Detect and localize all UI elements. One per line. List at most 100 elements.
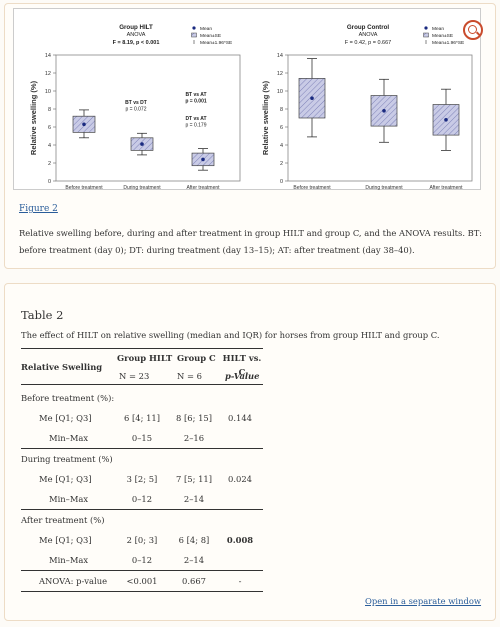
cell-c: 6 [4; 8]	[178, 535, 210, 545]
row-label: Me [Q1; Q3]	[39, 535, 92, 545]
annotation-label: DT vs AT	[185, 116, 206, 122]
y-tick-label: 14	[45, 53, 51, 59]
section-label: After treatment (%)	[21, 515, 105, 525]
figure-link[interactable]: Figure 2	[19, 204, 58, 214]
se-box	[432, 104, 460, 136]
table-row: Before treatment (%):	[21, 389, 263, 409]
header-group-hilt: Group HILT	[117, 353, 173, 363]
chart-title: Group HILT	[119, 24, 153, 31]
legend-label: Mean	[200, 26, 212, 32]
table-row: During treatment (%)	[21, 450, 263, 470]
figure-charts: 0 2 4 6 8 10 12 14 Relative swelling (%) Group HI…	[29, 24, 473, 191]
annotation-label: BT vs DT	[125, 100, 147, 106]
table-row: Me [Q1; Q3] 3 [2; 5] 7 [5; 11] 0.024	[21, 470, 263, 490]
table-title: Table 2	[21, 308, 64, 322]
cell-p: 0.024	[228, 474, 252, 484]
figure-card: 0 2 4 6 8 10 12 14 Relative swelling (%) Group HI…	[4, 3, 496, 269]
header-group-hilt-n: N = 23	[119, 371, 150, 381]
mean-point	[140, 142, 144, 146]
cell-c: 2–14	[183, 494, 205, 504]
row-label: Me [Q1; Q3]	[39, 413, 92, 423]
cell-c: 2–14	[183, 555, 205, 565]
legend-label: Mean±SE	[432, 33, 453, 39]
legend-label: Mean±1.96*SE	[200, 40, 232, 46]
mean-point	[201, 157, 205, 162]
y-axis-label: Relative swelling (%)	[261, 80, 270, 155]
cell-p: 0.008	[226, 535, 254, 545]
header-group-c: Group C	[177, 353, 216, 363]
y-tick-label: 0	[280, 179, 283, 185]
y-tick-label: 4	[48, 143, 51, 149]
mean-point	[382, 109, 386, 113]
chart-subtitle: ANOVA	[359, 32, 378, 38]
header-relative-swelling: Relative Swelling	[21, 362, 103, 372]
row-label: Min–Max	[49, 494, 89, 504]
y-tick-label: 6	[280, 125, 283, 131]
annotation-value: p = 0.179	[186, 123, 207, 129]
figure-image[interactable]: 0 2 4 6 8 10 12 14 Relative swelling (%) Group HI…	[13, 8, 481, 191]
section-label: Before treatment (%):	[21, 393, 115, 403]
legend-box-marker	[423, 32, 429, 38]
header-hilt-vs-c: HILT vs. C	[222, 353, 262, 377]
legend-box-marker	[191, 32, 197, 38]
y-tick-label: 14	[277, 53, 283, 59]
table-card: Table 2 The effect of HILT on relative s…	[4, 283, 496, 621]
y-tick-label: 10	[277, 89, 283, 95]
y-tick-label: 2	[280, 161, 283, 167]
y-tick-label: 12	[45, 71, 51, 77]
x-tick-label: Before treatment	[65, 185, 103, 191]
header-p-value: p-Value	[225, 371, 260, 381]
annotation-value: p = 0.072	[126, 107, 147, 113]
table-row: Min–Max 0–12 2–14	[21, 551, 263, 571]
plot-frame	[55, 54, 241, 182]
cell-c: 8 [6; 15]	[176, 413, 212, 423]
y-tick-label: 10	[45, 89, 51, 95]
y-axis-label: Relative swelling (%)	[29, 80, 38, 155]
x-tick-label: During treatment	[123, 185, 161, 191]
y-tick-label: 4	[280, 143, 283, 149]
cell-hilt: <0.001	[126, 576, 158, 586]
y-tick-label: 6	[48, 125, 51, 131]
cell-p: -	[238, 576, 242, 586]
legend-mean-marker	[192, 26, 196, 30]
zoom-in-icon[interactable]	[463, 20, 483, 40]
open-separate-window-link[interactable]: Open in a separate window	[365, 596, 482, 606]
cell-hilt: 0–12	[131, 555, 153, 565]
row-label: ANOVA: p-value	[39, 576, 108, 586]
header-group-c-n: N = 6	[177, 371, 202, 381]
legend-mean-marker	[424, 26, 428, 30]
plot-frame	[287, 54, 473, 182]
annotation-value: p = 0.001	[185, 99, 206, 105]
figure-caption: Relative swelling before, during and aft…	[19, 228, 482, 255]
cell-p: 0.144	[228, 413, 252, 423]
section-label: During treatment (%)	[21, 454, 113, 464]
table-row: Min–Max 0–12 2–14	[21, 490, 263, 510]
cell-hilt: 2 [0; 3]	[126, 535, 158, 545]
cell-hilt: 0–12	[131, 494, 153, 504]
mean-point	[310, 96, 314, 100]
cell-hilt: 6 [4; 11]	[124, 413, 160, 423]
row-label: Min–Max	[49, 433, 89, 443]
mean-point	[444, 118, 448, 122]
x-tick-label: During treatment	[365, 185, 403, 191]
row-label: Min–Max	[49, 555, 89, 565]
cell-hilt: 0–15	[131, 433, 153, 443]
table-header: Relative Swelling Group HILT N = 23 Grou…	[21, 348, 263, 385]
cell-c: 0.667	[182, 576, 206, 586]
chart-subtitle: ANOVA	[127, 32, 146, 38]
x-tick-label: After treatment	[186, 185, 220, 191]
table-row: ANOVA: p-value <0.001 0.667 -	[21, 572, 263, 592]
table-row: After treatment (%)	[21, 511, 263, 531]
chart-subtitle: F = 0.42, p = 0.667	[345, 40, 391, 46]
cell-c: 7 [5; 11]	[176, 474, 212, 484]
table-row: Min–Max 0–15 2–16	[21, 429, 263, 449]
annotation-label: BT vs AT	[185, 92, 206, 98]
y-tick-label: 8	[48, 107, 51, 113]
cell-c: 2–16	[183, 433, 205, 443]
table-row: Me [Q1; Q3] 6 [4; 11] 8 [6; 15] 0.144	[21, 409, 263, 429]
chart-subtitle: F = 8.19, p < 0.001	[113, 40, 160, 46]
y-tick-label: 2	[48, 161, 51, 167]
cell-hilt: 3 [2; 5]	[126, 474, 158, 484]
mean-point	[82, 122, 86, 127]
x-tick-label: After treatment	[429, 185, 463, 191]
